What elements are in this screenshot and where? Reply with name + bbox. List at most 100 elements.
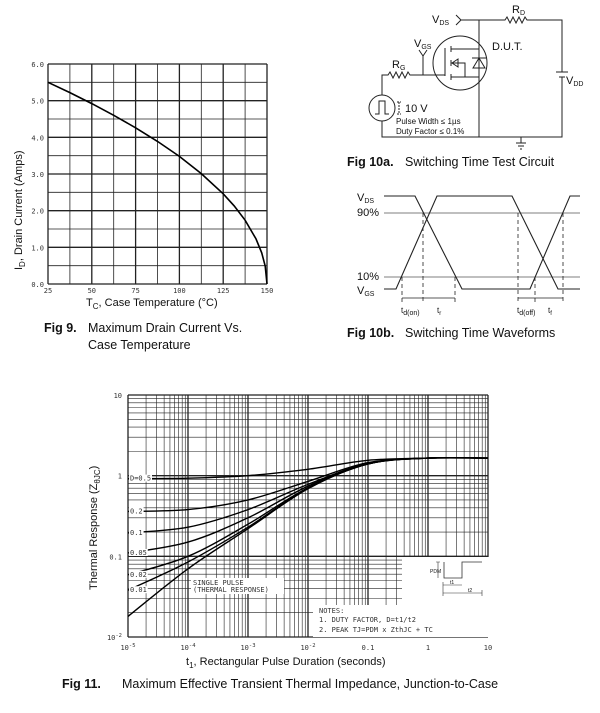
fig10a-caption-number: Fig 10a. — [347, 155, 394, 169]
x-tick-label: 125 — [217, 287, 230, 295]
circuit-wires — [381, 15, 568, 138]
y-tick-label: 2.0 — [31, 208, 44, 216]
thermal-curve-single-pulse — [127, 457, 489, 617]
y-tick-label: 4.0 — [31, 134, 44, 142]
vgs-label: VGS — [414, 38, 432, 51]
single-pulse-label-bg — [191, 578, 284, 594]
x-tick-label: 10-4 — [180, 643, 196, 652]
fig11-x-axis-label: t1, Rectangular Pulse Duration (seconds) — [186, 656, 386, 670]
pulse-icon — [375, 100, 389, 115]
pulse-generator — [368, 94, 396, 122]
series-label: 0.02 — [130, 571, 147, 579]
tr-label: tr — [437, 306, 441, 317]
note-2: 2. PEAK TJ=PDM x ZthJC + TC — [319, 626, 433, 634]
fig11-series-labels: D=0.5 0.2 0.1 0.05 0.02 0.01 — [129, 474, 152, 594]
x-tick-label: 150 — [261, 287, 274, 295]
fig10b-caption-number: Fig 10b. — [347, 326, 394, 340]
x-tick-label: 10-3 — [240, 643, 255, 652]
series-label-bg — [129, 507, 144, 515]
level-10-label: 10% — [357, 271, 379, 283]
x-tick-label: 75 — [131, 287, 139, 295]
y-tick-label: 1.0 — [31, 244, 44, 252]
inset-pdm-label: PDM — [430, 569, 441, 575]
inset-t1-label: t1 — [450, 580, 454, 586]
series-label: 0.1 — [130, 529, 143, 537]
fig11-caption-text: Maximum Effective Transient Thermal Impe… — [122, 677, 498, 691]
fig10b-waveforms: VDS 90% 10% VGS td(on) tr td(off) tf Fig… — [347, 192, 580, 340]
inset-background — [402, 557, 489, 607]
x-tick-label: 50 — [88, 287, 96, 295]
fig9-tick-labels: 0.0 1.0 2.0 3.0 4.0 5.0 6.0 25 50 75 100 125 150 — [31, 61, 273, 295]
level-90-label: 90% — [357, 207, 379, 219]
dut-mosfet-circle — [432, 35, 488, 91]
y-tick-label: 0.0 — [31, 281, 44, 289]
vdd-label: VDD — [566, 75, 583, 88]
vgs-waveform — [384, 195, 580, 290]
fig9-drain-current-curve — [47, 81, 268, 285]
fig11-tick-labels: 10-5 10-4 10-3 10-2 0.1 1 10 10-2 0.1 1 10 — [107, 392, 492, 652]
duty-factor-spec: Duty Factor ≤ 0.1% — [396, 127, 464, 136]
x-tick-label: 1 — [426, 644, 430, 652]
fig11-chart: D=0.5 0.2 0.1 0.05 0.02 0.01 10-5 10-4 10-3 10-2… — [62, 392, 498, 691]
x-tick-label: 100 — [173, 287, 186, 295]
mosfet-symbol — [444, 46, 486, 80]
fig10a-caption-text: Switching Time Test Circuit — [405, 155, 555, 169]
fig9-grid — [47, 63, 268, 285]
fig10a-circuit: VDS RD VDD VGS RG D.U.T. 10 V Pulse Widt… — [347, 4, 583, 169]
x-tick-label: 0.1 — [362, 644, 375, 652]
y-tick-label: 6.0 — [31, 61, 44, 69]
pulse-inset-diagram: PDM t1 t2 — [430, 561, 483, 596]
vds-label: VDS — [432, 14, 449, 27]
dut-label: D.U.T. — [492, 41, 523, 53]
series-label-bg — [129, 548, 148, 556]
threshold-lines — [384, 212, 580, 278]
fig11-caption-number: Fig 11. — [62, 677, 101, 691]
fig9-caption-line2: Case Temperature — [88, 338, 191, 352]
y-tick-label: 3.0 — [31, 171, 44, 179]
td-on-label: td(on) — [401, 306, 420, 317]
tf-label: tf — [548, 306, 552, 317]
pulse-amplitude: 10 V — [405, 103, 428, 115]
series-label: 0.2 — [130, 507, 143, 515]
fig10b-caption-text: Switching Time Waveforms — [405, 326, 555, 340]
x-tick-label: 10-5 — [120, 643, 135, 652]
x-tick-label: 10 — [484, 644, 492, 652]
single-pulse-label-1: SINGLE PULSE — [193, 579, 244, 587]
amplitude-marker — [397, 101, 401, 115]
pulse-width-spec: Pulse Width ≤ 1µs — [396, 117, 461, 126]
fig9-caption-line1: Maximum Drain Current Vs. — [88, 321, 242, 335]
series-label-bg — [129, 586, 148, 594]
notes-title: NOTES: — [319, 607, 344, 615]
vgs-terminal — [418, 49, 428, 75]
fig9-x-axis-label: TC, Case Temperature (°C) — [86, 297, 218, 311]
series-label-bg — [129, 474, 152, 482]
series-label-bg — [129, 528, 144, 536]
y-tick-label: 10-2 — [107, 633, 122, 642]
fig9-caption-number: Fig 9. — [44, 321, 77, 335]
vds-terminal-arrow — [455, 14, 462, 26]
fig9-chart: 0.0 1.0 2.0 3.0 4.0 5.0 6.0 25 50 75 100 125 150 ID,… — [13, 61, 273, 352]
x-tick-label: 10-2 — [300, 643, 315, 652]
rd-label: RD — [512, 4, 525, 17]
fig11-curves — [127, 457, 489, 617]
td-off-label: td(off) — [517, 306, 535, 317]
series-label-bg — [129, 570, 148, 578]
notes-background — [313, 605, 489, 637]
series-label: 0.05 — [130, 549, 147, 557]
ground-icon — [516, 137, 526, 150]
x-tick-label: 25 — [44, 287, 52, 295]
y-tick-label: 1 — [118, 473, 122, 481]
waveform-vgs-label: VGS — [357, 285, 375, 298]
fig9-y-axis-label: ID, Drain Current (Amps) — [13, 151, 27, 270]
timing-markers — [401, 213, 564, 302]
y-tick-label: 5.0 — [31, 98, 44, 106]
y-tick-label: 0.1 — [109, 553, 122, 561]
note-1: 1. DUTY FACTOR, D=t1/t2 — [319, 616, 416, 624]
waveform-vds-label: VDS — [357, 192, 374, 205]
series-label: D=0.5 — [130, 475, 151, 483]
inset-t2-label: t2 — [468, 588, 472, 594]
series-label: 0.01 — [130, 586, 147, 594]
y-tick-label: 10 — [114, 392, 122, 400]
fig11-y-axis-label: Thermal Response (ZθJC) — [88, 466, 102, 590]
